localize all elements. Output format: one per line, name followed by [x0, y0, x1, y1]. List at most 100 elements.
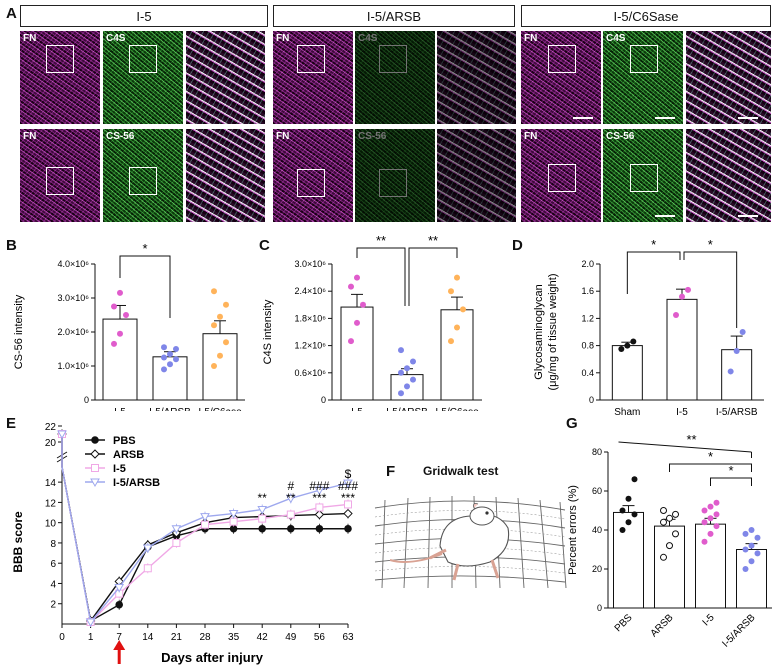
x-tick-label: I-5 [676, 407, 688, 416]
y-tick-label: 20 [592, 564, 602, 574]
roi-box [379, 45, 407, 73]
header-i5: I-5 [20, 5, 268, 27]
panel-letter-d: D [512, 237, 523, 254]
y-tick-label: 0 [589, 395, 594, 405]
y-tick-label: 0 [321, 395, 326, 405]
data-point [111, 303, 117, 310]
roi-box [630, 164, 658, 192]
x-tick-label: 28 [199, 632, 211, 643]
x-tick-label: 7 [116, 632, 122, 643]
micrograph-i5-c6sase-marker-row2: CS-56 [603, 129, 683, 222]
x-tick-label: 14 [142, 632, 154, 643]
micrograph-i5-arsb-fn-row1: FN [273, 31, 353, 124]
y-tick-label: 2 [50, 600, 56, 611]
scale-bar [573, 117, 593, 119]
line-point [90, 478, 100, 488]
chart-d-gag: 0 0.4 0.8 1.2 1.6 2.0 Sham I-5 I-5/ARSB Glycosami… [533, 237, 764, 416]
data-point [660, 507, 667, 514]
legend-label: I-5/ARSB [113, 477, 160, 489]
sig-mark: ** [286, 491, 296, 505]
sig-bracket [683, 251, 738, 328]
data-point [748, 542, 755, 549]
data-point [625, 519, 632, 526]
micrograph-label: CS-56 [106, 131, 135, 142]
sig-mark: $ [345, 467, 352, 481]
y-tick-label: 2.0×10⁶ [58, 327, 90, 337]
line-point [314, 509, 325, 520]
data-point [742, 546, 749, 553]
line-point [143, 564, 152, 573]
data-point [161, 344, 167, 351]
data-point [398, 390, 404, 397]
x-tick-label: 49 [285, 632, 297, 643]
x-tick-label: I-5 [114, 407, 126, 411]
data-point [754, 534, 761, 541]
data-point [624, 342, 631, 349]
sig-bracket [408, 247, 458, 306]
sig-star: * [651, 237, 656, 252]
gridwalk-title: Gridwalk test [423, 464, 499, 478]
header-i5-arsb: I-5/ARSB [273, 5, 515, 27]
line-point [114, 584, 125, 593]
line-point [314, 486, 325, 496]
x-axis-label: Days after injury [161, 650, 264, 665]
micrograph-i5-arsb-marker-row1: C4S [355, 31, 435, 124]
data-point [685, 286, 691, 293]
roi-box [548, 45, 576, 73]
y-tick-label: 0 [84, 395, 89, 405]
y-axis-label: CS-56 intensity [13, 294, 25, 369]
y-tick-label: 20 [45, 438, 57, 449]
x-tick-label: I-5 [351, 407, 363, 411]
x-tick-label: I-5/ARSB [149, 407, 191, 411]
bar [654, 525, 685, 609]
line-point [90, 449, 100, 459]
injection-arrow-head [113, 640, 126, 650]
y-tick-label: 3.0×10⁶ [58, 293, 90, 303]
micrograph-i5-c6sase-fn-row2: FN [521, 129, 601, 222]
data-point [173, 356, 179, 363]
data-point [625, 495, 632, 502]
data-point [707, 503, 714, 510]
y-tick-label: 0.6×10⁶ [295, 368, 327, 378]
y-tick-label: 4 [50, 579, 56, 590]
data-point [666, 542, 673, 550]
y-axis-label: BBB score [11, 511, 25, 573]
panel-letter-a: A [6, 5, 17, 22]
y-tick-label: 2.0 [581, 259, 594, 269]
y-tick-label: 60 [592, 486, 602, 496]
line-point [257, 505, 268, 515]
line-point [200, 513, 210, 522]
line-point [258, 514, 267, 523]
y-tick-label: 6 [50, 559, 56, 570]
x-tick-label: I-5/C6ase [435, 407, 479, 411]
line-point [57, 430, 67, 440]
sig-star: * [708, 237, 713, 252]
data-point [448, 338, 454, 345]
data-point [713, 499, 720, 506]
micrograph-label: C4S [358, 33, 378, 44]
line-point [315, 503, 324, 512]
sig-star: * [708, 449, 713, 464]
micrograph-i5-marker-row2: CS-56 [103, 129, 183, 222]
sig-bracket [669, 463, 752, 472]
micrograph-label: FN [276, 33, 290, 44]
micrograph-i5-arsb-merge-row1 [437, 31, 516, 124]
line-point [287, 524, 295, 533]
line-point [343, 508, 353, 519]
micrograph-i5-fn-row2: FN [20, 129, 100, 222]
micrograph-i5-merge-row2 [186, 129, 265, 222]
y-tick-label: 1.8×10⁶ [295, 313, 327, 323]
micrograph-label: FN [23, 33, 37, 44]
roi-box [297, 169, 325, 197]
line-point [201, 520, 209, 529]
scale-bar [738, 117, 758, 119]
sig-star: * [142, 241, 147, 256]
data-point [211, 363, 217, 369]
header-i5-c6sase: I-5/C6Sase [521, 5, 771, 27]
chart-g-gridwalk: 0 20 40 60 80 PBS ARSB I-5 I-5/ARSB Percent error… [567, 432, 772, 650]
sig-star: ** [428, 236, 438, 248]
x-tick-label: ARSB [649, 612, 676, 639]
data-point [701, 519, 708, 526]
roi-box [129, 45, 157, 73]
data-point [707, 530, 714, 537]
